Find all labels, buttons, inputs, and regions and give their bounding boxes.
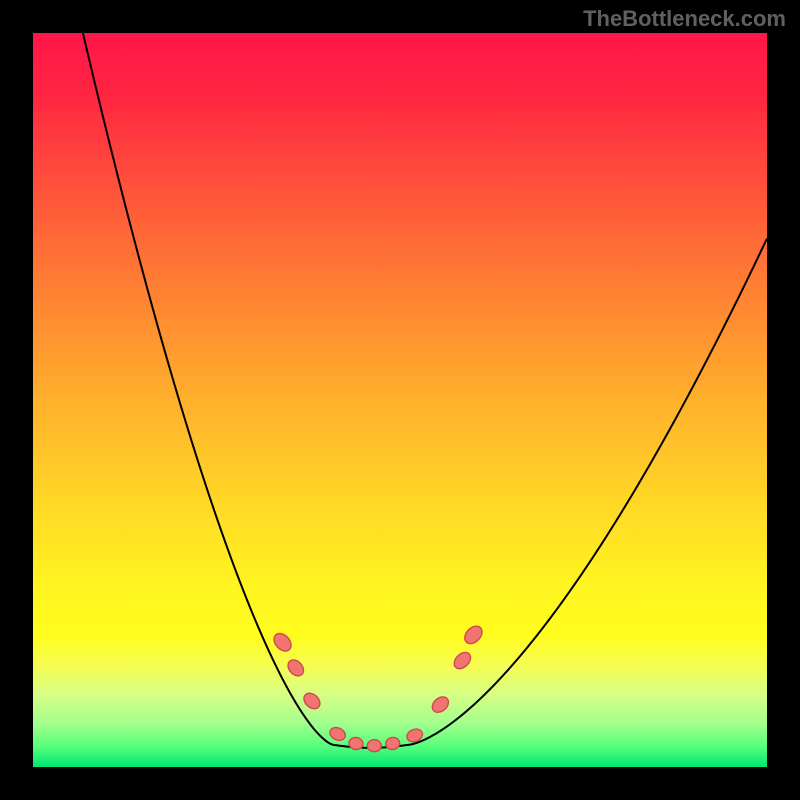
curve-marker xyxy=(367,740,381,752)
chart-svg xyxy=(0,0,800,800)
gradient-background xyxy=(33,33,767,767)
bottleneck-chart: TheBottleneck.com xyxy=(0,0,800,800)
attribution-label: TheBottleneck.com xyxy=(583,6,786,32)
